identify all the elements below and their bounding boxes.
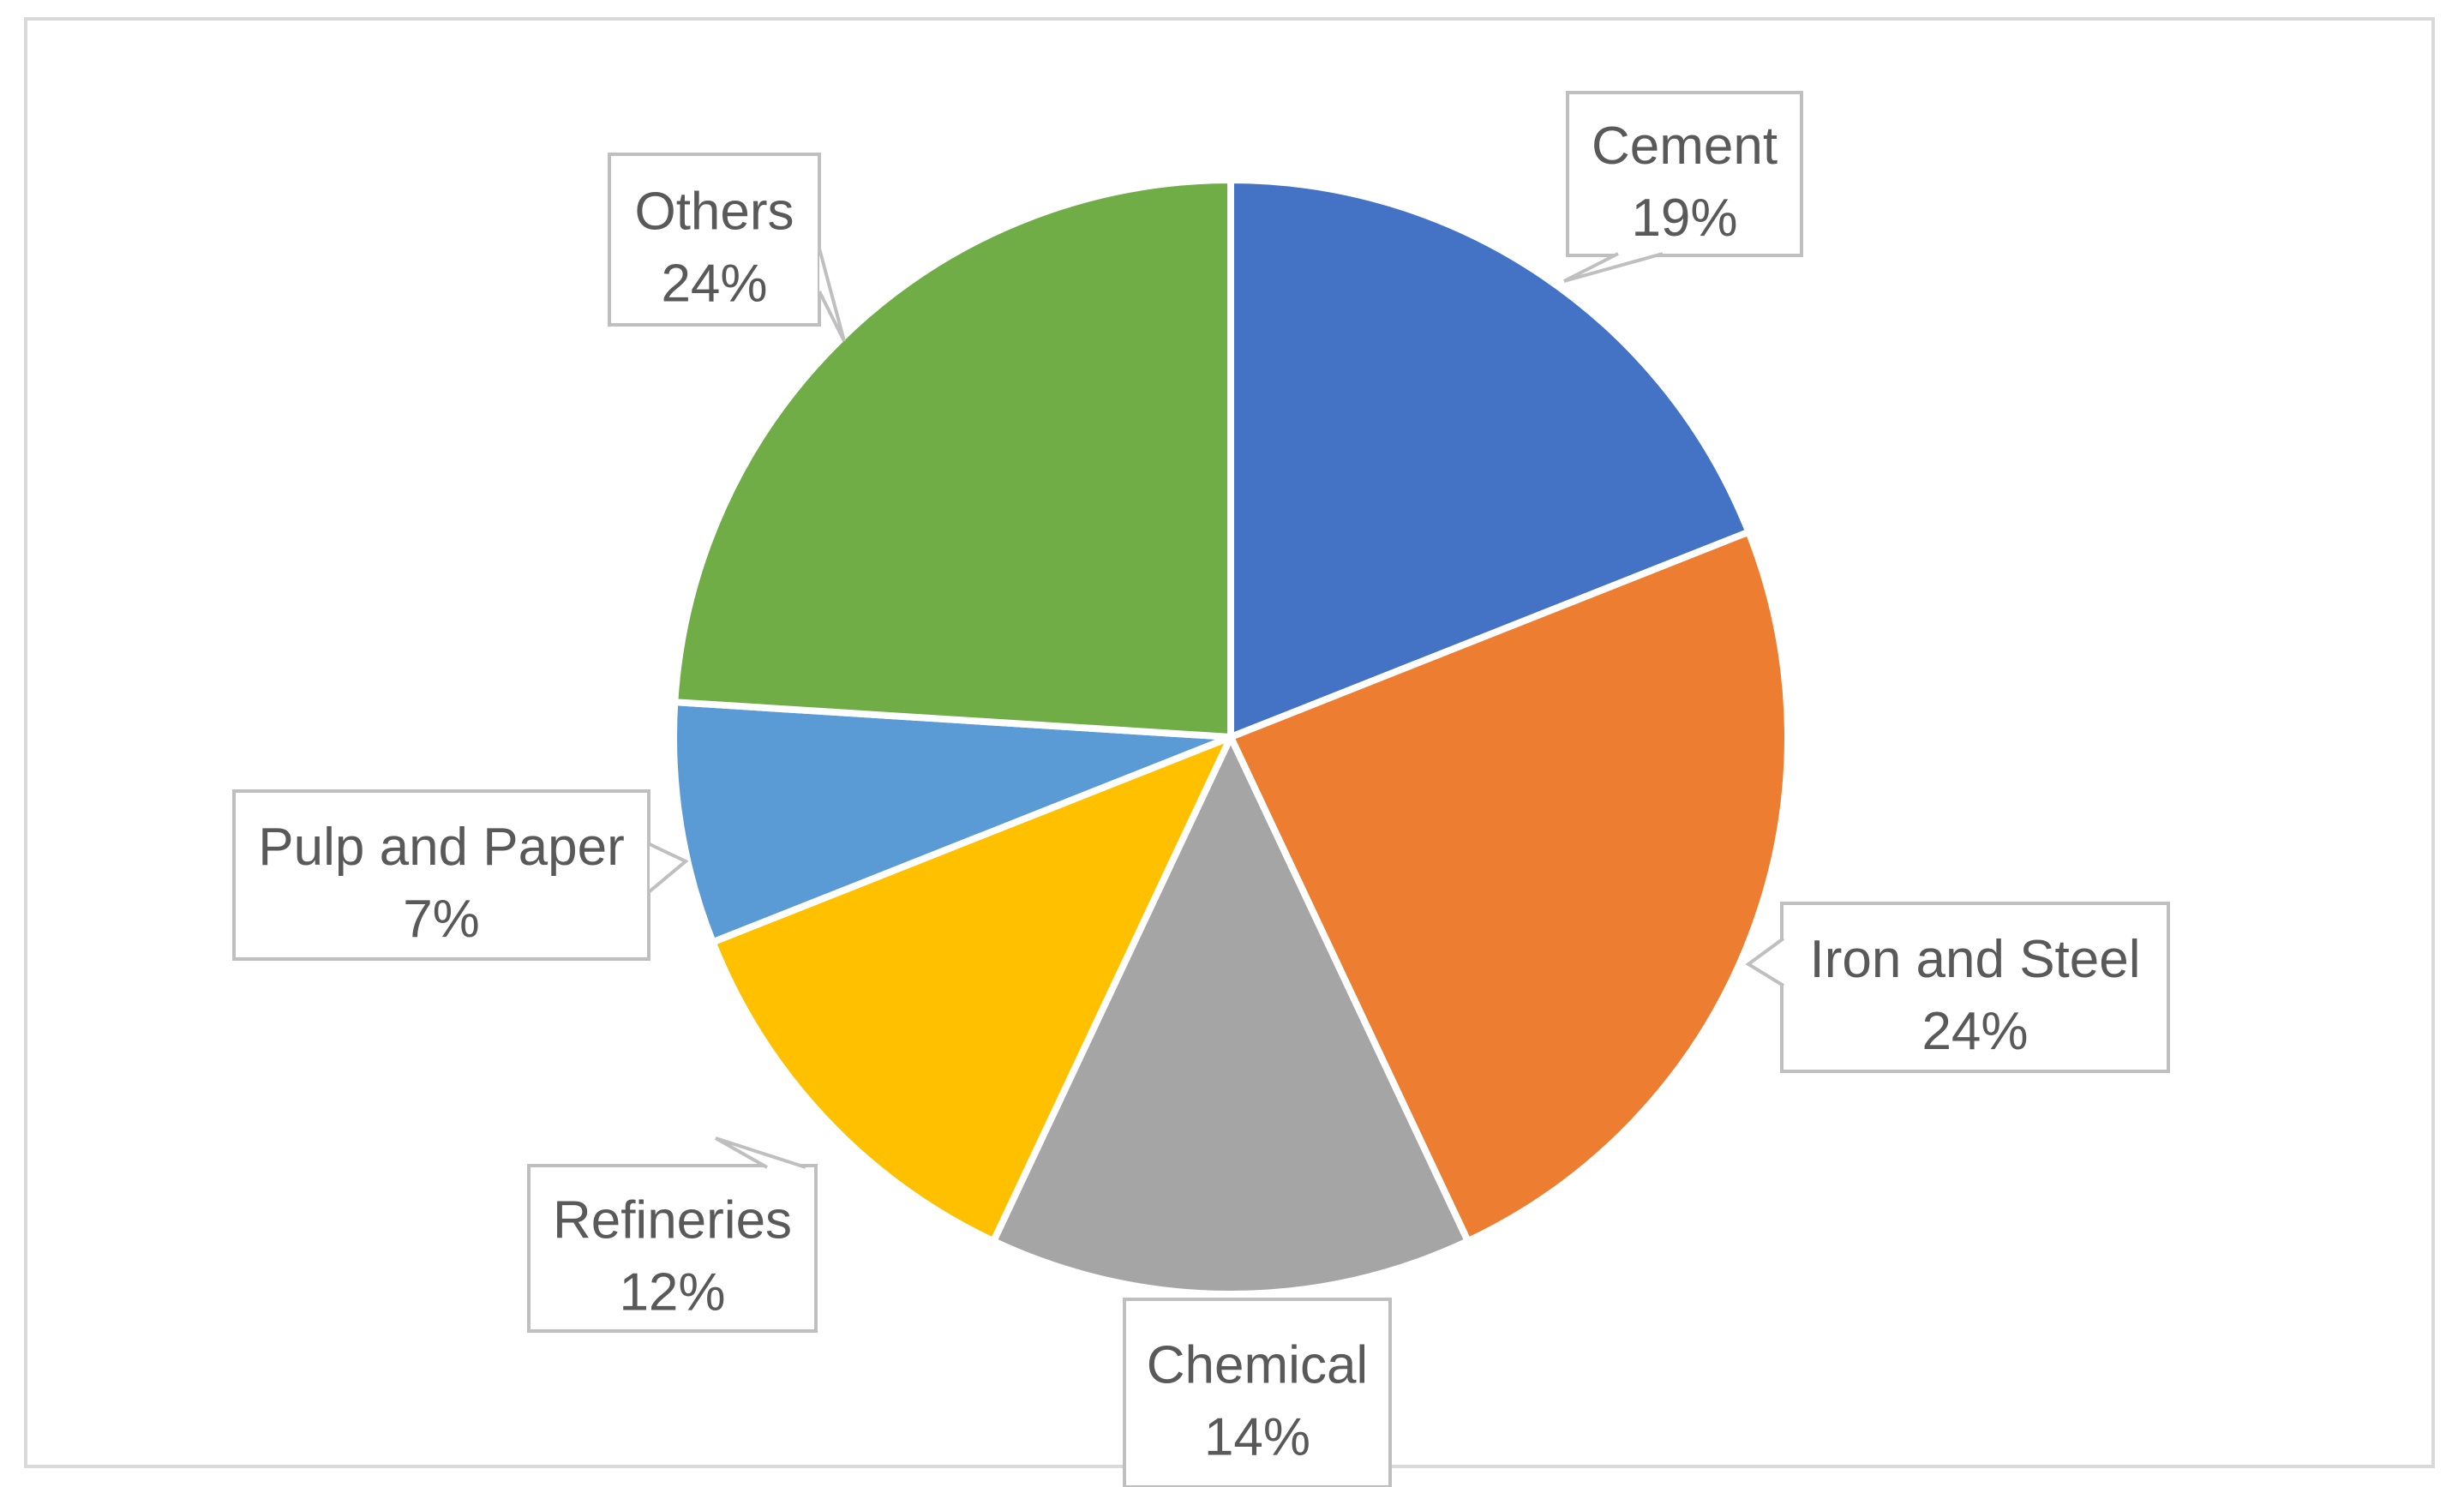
data-label-refineries: Refineries 12% [527,1136,818,1333]
data-label-category: Cement [1592,117,1778,176]
data-label-leader [715,1136,806,1169]
data-label-box [1780,902,2170,1073]
data-label-leader [1745,937,1785,987]
data-label-percent: 24% [1921,1002,2028,1061]
data-label-box [232,789,650,961]
data-label-leader [818,248,846,342]
data-label-category: Pulp and Paper [258,818,624,877]
data-label-pulp-and-paper: Pulp and Paper 7% [232,789,689,961]
data-label-leader [648,842,689,893]
data-label-callouts: Cement 19% Iron and Steel 24% Chemical 14% Ref… [232,91,2170,1487]
pie-slice-pulp-and-paper[interactable] [669,699,1234,946]
data-label-chemical: Chemical 14% [1123,1298,1392,1487]
pie-slice-chemical[interactable] [990,734,1472,1298]
data-label-leader [1563,252,1664,283]
data-label-others: Others 24% [608,153,846,342]
data-label-category: Iron and Steel [1809,930,2140,989]
data-label-category: Refineries [553,1191,792,1250]
pie-slices [669,177,1791,1298]
data-label-percent: 19% [1631,189,1737,248]
pie-slice-refineries[interactable] [709,734,1234,1245]
data-label-box [1123,1298,1392,1487]
data-label-iron-and-steel: Iron and Steel 24% [1745,902,2170,1073]
pie-slice-cement[interactable] [1227,177,1753,741]
data-label-percent: 7% [403,890,480,949]
data-label-cement: Cement 19% [1563,91,1803,283]
data-label-percent: 24% [661,255,767,314]
pie-slice-iron-and-steel[interactable] [1227,528,1791,1245]
pie-slice-others[interactable] [671,177,1234,741]
data-label-percent: 12% [619,1263,725,1322]
data-label-percent: 14% [1204,1408,1310,1467]
data-label-box [608,153,821,327]
data-label-box [1566,91,1803,257]
data-label-category: Others [634,183,794,242]
data-label-category: Chemical [1147,1336,1368,1395]
data-label-box [527,1164,818,1333]
